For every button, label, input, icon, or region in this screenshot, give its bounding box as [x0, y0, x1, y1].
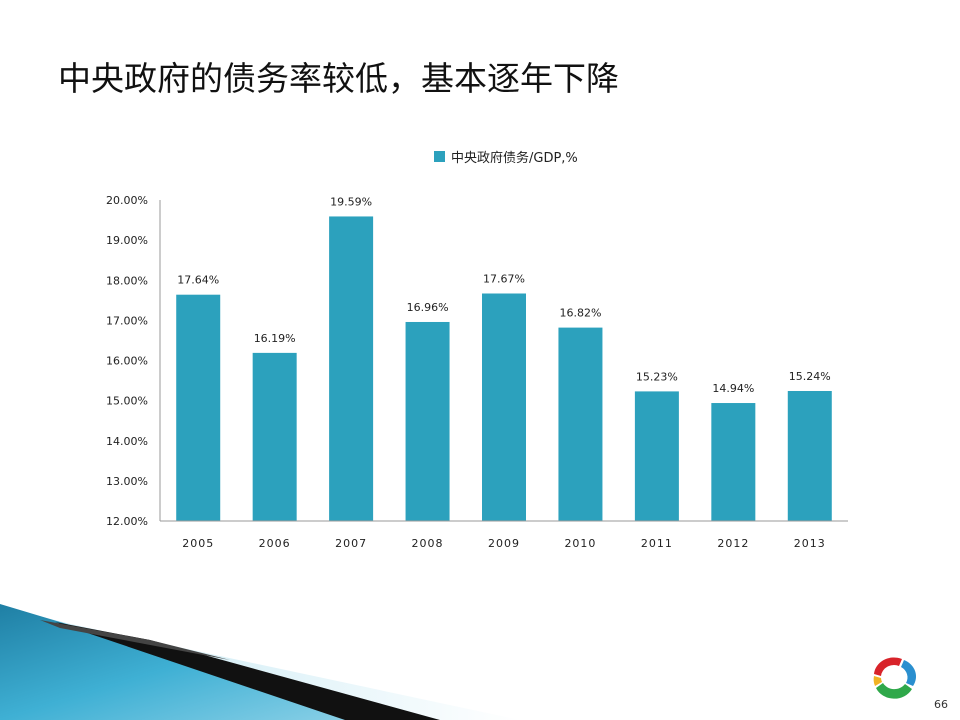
legend-swatch	[434, 151, 445, 162]
bar	[176, 294, 221, 521]
y-tick-label: 16.00%	[106, 355, 148, 368]
x-axis-labels: 2005 2006 2007 2008 2009 2010 2011 2012 2013	[182, 537, 826, 550]
bar-data-label: 15.23%	[636, 370, 678, 383]
x-tick-label: 2011	[641, 537, 673, 550]
x-tick-label: 2007	[335, 537, 367, 550]
y-tick-label: 19.00%	[106, 234, 148, 247]
x-tick-label: 2008	[412, 537, 444, 550]
bar	[252, 352, 297, 521]
x-tick-label: 2013	[794, 537, 826, 550]
bar-data-label: 19.59%	[330, 195, 372, 208]
x-tick-label: 2006	[259, 537, 291, 550]
y-tick-label: 13.00%	[106, 475, 148, 488]
bar-data-label: 16.19%	[254, 332, 296, 345]
bar-data-labels: 17.64% 16.19% 19.59% 16.96% 17.67% 16.82% 15.2…	[177, 195, 831, 395]
y-tick-label: 20.00%	[106, 194, 148, 207]
y-tick-label: 14.00%	[106, 435, 148, 448]
x-tick-label: 2005	[182, 537, 214, 550]
bar	[711, 403, 756, 521]
y-axis-labels: 12.00% 13.00% 14.00% 15.00% 16.00% 17.00% 18.0…	[106, 194, 148, 528]
y-tick-label: 15.00%	[106, 395, 148, 408]
bar-data-label: 16.82%	[559, 307, 601, 320]
legend-label: 中央政府债务/GDP,%	[451, 151, 578, 166]
bar	[558, 327, 603, 521]
x-tick-label: 2010	[564, 537, 596, 550]
y-tick-label: 17.00%	[106, 314, 148, 327]
slide-title: 中央政府的债务率较低，基本逐年下降	[58, 59, 619, 98]
chart-legend: 中央政府债务/GDP,%	[434, 147, 578, 166]
x-tick-label: 2012	[717, 537, 749, 550]
bar-data-label: 16.96%	[407, 301, 449, 314]
bar	[405, 321, 450, 521]
bar	[634, 391, 679, 521]
corner-wave-decoration	[0, 604, 520, 720]
x-tick-label: 2009	[488, 537, 520, 550]
bar-data-label: 14.94%	[712, 382, 754, 395]
bar-data-label: 17.67%	[483, 272, 525, 285]
page-number: 66	[934, 698, 948, 711]
bars	[176, 216, 832, 522]
bar-data-label: 15.24%	[789, 370, 831, 383]
y-tick-label: 18.00%	[106, 274, 148, 287]
logo-ring-icon	[873, 657, 917, 699]
bar	[329, 216, 374, 522]
y-tick-label: 12.00%	[106, 515, 148, 528]
bar	[482, 293, 526, 521]
bar-data-label: 17.64%	[177, 274, 219, 287]
bar	[787, 390, 832, 521]
